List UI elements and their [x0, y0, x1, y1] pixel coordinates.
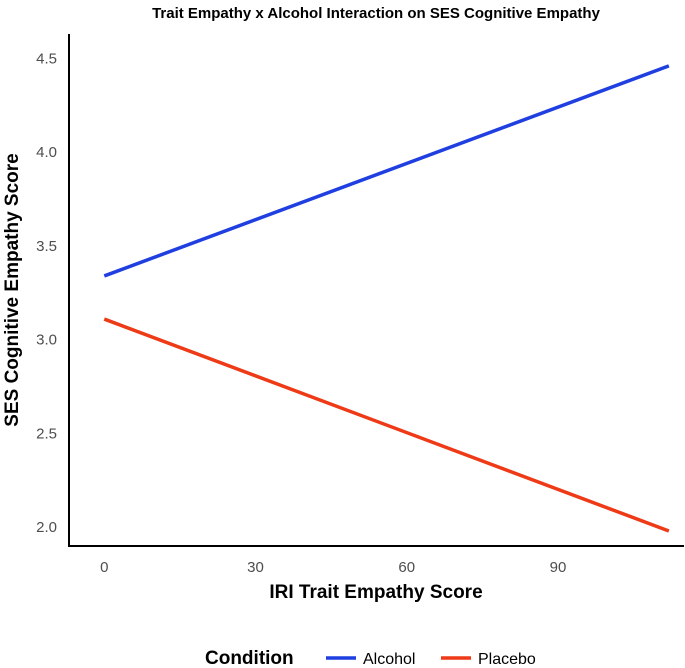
- x-tick-label: 0: [100, 559, 108, 576]
- y-tick-label: 3.5: [36, 238, 57, 255]
- x-tick-label: 30: [247, 559, 264, 576]
- x-axis-title: IRI Trait Empathy Score: [269, 582, 482, 603]
- x-axis-ticks: 0 30 60 90: [100, 559, 566, 576]
- series-lines: [103, 64, 670, 533]
- y-tick-label: 2.0: [36, 519, 57, 536]
- x-tick-label: 90: [550, 559, 567, 576]
- chart-title: Trait Empathy x Alcohol Interaction on S…: [152, 5, 601, 22]
- legend-label-placebo: Placebo: [478, 651, 536, 668]
- y-axis-title: SES Cognitive Empathy Score: [2, 153, 23, 426]
- y-axis-ticks: 2.0 2.5 3.0 3.5 4.0 4.5: [36, 50, 57, 536]
- series-line-alcohol: [103, 64, 670, 278]
- y-tick-label: 2.5: [36, 425, 57, 442]
- y-tick-label: 4.0: [36, 144, 57, 161]
- legend: Condition Alcohol Placebo: [205, 648, 536, 668]
- y-tick-label: 3.0: [36, 332, 57, 349]
- series-line-placebo: [103, 317, 670, 533]
- x-tick-label: 60: [398, 559, 415, 576]
- legend-title: Condition: [205, 648, 294, 668]
- y-tick-label: 4.5: [36, 50, 57, 67]
- legend-label-alcohol: Alcohol: [363, 651, 415, 668]
